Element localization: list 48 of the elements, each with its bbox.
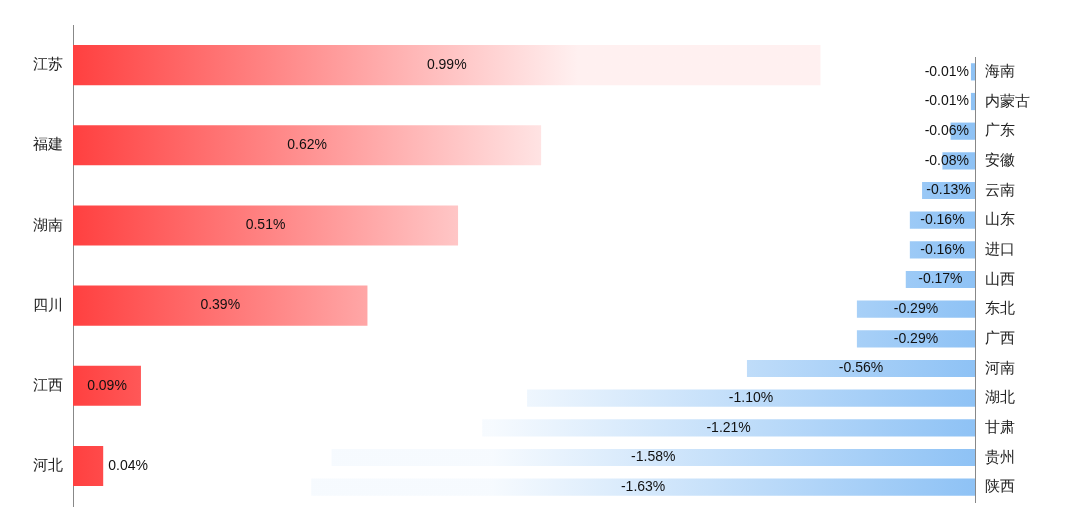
y-tick-label: 陕西 xyxy=(985,477,1015,495)
y-tick-label: 江西 xyxy=(33,375,63,393)
y-tick-label: 东北 xyxy=(985,299,1015,317)
y-tick-label: 海南 xyxy=(985,61,1015,79)
y-tick-label: 河南 xyxy=(985,358,1015,376)
data-label: 0.39% xyxy=(200,296,241,313)
data-label: -0.16% xyxy=(920,211,965,228)
data-label: 0.09% xyxy=(87,376,127,393)
data-label: -0.06% xyxy=(924,122,969,139)
data-label: -0.17% xyxy=(918,270,963,287)
bar xyxy=(73,205,459,246)
bar xyxy=(73,285,368,326)
bar xyxy=(73,45,821,86)
y-tick-label: 广东 xyxy=(985,121,1015,139)
data-label: -0.16% xyxy=(920,240,965,257)
data-label: -0.13% xyxy=(926,181,971,198)
data-label: -1.10% xyxy=(728,389,774,406)
data-label: 0.04% xyxy=(108,456,148,473)
y-tick-label: 江苏 xyxy=(33,55,63,73)
y-tick-label: 贵州 xyxy=(985,447,1015,465)
data-label: 0.51% xyxy=(245,216,286,233)
y-tick-label: 山西 xyxy=(985,269,1015,287)
data-label: -1.63% xyxy=(620,478,666,495)
y-tick-label: 湖北 xyxy=(985,388,1015,406)
y-tick-label: 四川 xyxy=(33,295,63,313)
y-tick-label: 进口 xyxy=(985,239,1015,257)
bar xyxy=(73,365,141,406)
y-tick-label: 广西 xyxy=(985,328,1015,346)
y-tick-label: 内蒙古 xyxy=(985,91,1030,109)
data-label: -0.29% xyxy=(893,300,939,317)
data-label: 0.62% xyxy=(287,136,327,153)
y-tick-label: 湖南 xyxy=(33,215,63,233)
y-tick-label: 河北 xyxy=(33,456,63,474)
y-tick-label: 甘肃 xyxy=(985,417,1015,435)
data-label: -1.21% xyxy=(706,418,751,435)
data-label: -0.01% xyxy=(924,62,969,79)
y-tick-label: 山东 xyxy=(985,210,1015,228)
y-tick-label: 云南 xyxy=(985,180,1015,198)
data-label: -0.29% xyxy=(893,329,939,346)
y-tick-label: 福建 xyxy=(33,135,63,153)
bar xyxy=(73,125,542,166)
data-label: -0.56% xyxy=(838,359,884,376)
data-label: -1.58% xyxy=(631,448,676,465)
y-tick-label: 安徽 xyxy=(985,150,1015,168)
data-label: 0.99% xyxy=(426,55,467,72)
data-label: -0.08% xyxy=(924,151,969,168)
data-label: -0.01% xyxy=(924,92,969,109)
bar xyxy=(73,445,104,486)
